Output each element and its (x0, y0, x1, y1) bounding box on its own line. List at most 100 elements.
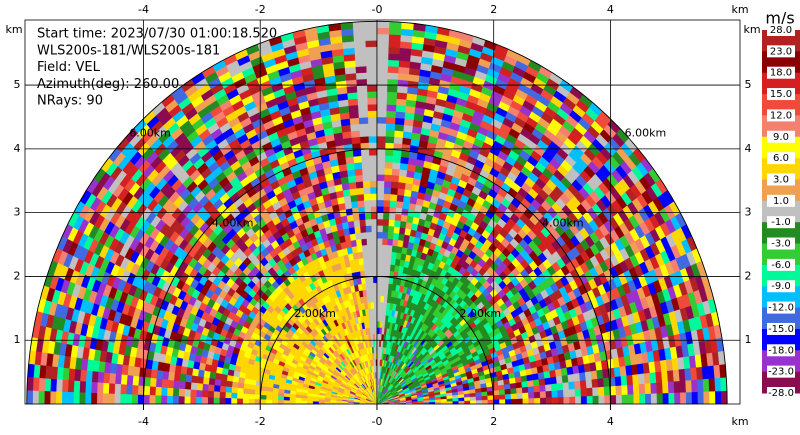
radar-cell (545, 397, 553, 405)
radar-cell (644, 382, 652, 395)
radar-cell (376, 65, 389, 73)
radar-cell (363, 199, 371, 207)
radar-cell (399, 220, 407, 229)
radar-cell (376, 320, 380, 328)
radar-cell (387, 65, 399, 74)
radar-cell (390, 181, 399, 189)
radar-cell (397, 239, 404, 248)
radar-cell (539, 384, 547, 392)
radar-cell (397, 79, 409, 88)
radar-cell (383, 295, 388, 303)
radar-cell (579, 371, 587, 381)
radar-cell (367, 129, 378, 137)
radar-cell (643, 372, 651, 384)
radar-cell (498, 389, 506, 395)
radar-cell (371, 250, 378, 258)
radar-cell (388, 27, 402, 36)
radar-cell (568, 388, 576, 397)
radar-cell (674, 392, 681, 405)
radar-cell (383, 187, 392, 195)
radar-cell (369, 174, 378, 182)
radar-cell (387, 72, 399, 80)
radar-cell (376, 237, 383, 245)
radar-cell (370, 212, 378, 220)
radar-cell (592, 386, 599, 397)
radar-cell (385, 257, 392, 265)
radar-cell (369, 289, 374, 297)
radar-cell (714, 377, 722, 392)
radar-cell (376, 27, 390, 35)
radar-cell (475, 395, 483, 401)
radar-cell (567, 373, 575, 383)
radar-cell (393, 219, 401, 228)
radar-cell (369, 193, 378, 201)
radar-cell (493, 394, 500, 400)
radar-cell (387, 225, 395, 233)
radar-cell (395, 207, 403, 215)
radar-cell (348, 111, 359, 119)
radar-cell (522, 397, 529, 405)
radar-cell (382, 225, 389, 233)
radar-cell (381, 257, 387, 265)
radar-cell (387, 59, 400, 68)
radar-cell (691, 391, 699, 405)
radar-cell (390, 174, 400, 183)
radar-cell (493, 399, 500, 405)
radar-cell (376, 174, 385, 182)
radar-cell (580, 387, 588, 397)
radar-cell (394, 213, 402, 222)
radar-cell (354, 59, 367, 68)
radar-cell (396, 194, 405, 203)
radar-cell (370, 206, 378, 214)
radar-cell (391, 161, 401, 170)
radar-cell (391, 168, 400, 176)
radar-cell (360, 155, 370, 163)
radar-cell (579, 379, 587, 389)
radar-cell (366, 244, 373, 252)
radar-cell (360, 231, 367, 240)
radar-cell (352, 155, 362, 164)
radar-cell (376, 97, 387, 105)
radar-cell (366, 250, 373, 258)
radar-cell (621, 394, 629, 405)
radar-cell (369, 167, 378, 175)
radar-cell (386, 85, 398, 93)
radar-cell (355, 238, 362, 247)
radar-cell (353, 219, 361, 228)
radar-cell (353, 34, 366, 42)
radar-cell (376, 116, 387, 124)
radar-cell (366, 238, 373, 246)
radar-cell (386, 91, 398, 99)
radar-cell (551, 396, 559, 405)
radar-cell (400, 214, 408, 223)
radar-cell (370, 199, 378, 207)
radar-cell (372, 257, 378, 265)
radar-cell (464, 400, 471, 405)
radar-cell (702, 378, 710, 392)
radar-cell (376, 257, 382, 265)
radar-cell (365, 231, 372, 239)
radar-cell (358, 212, 366, 221)
radar-cell (376, 308, 381, 316)
radar-cell (346, 91, 358, 100)
radar-cell (376, 327, 380, 335)
radar-cell (396, 85, 408, 94)
radar-cell (590, 370, 598, 380)
radar-cell (626, 374, 634, 386)
radar-cell (528, 397, 535, 405)
radar-cell (386, 238, 394, 246)
radar-cell (368, 161, 378, 169)
radar-cell (362, 174, 371, 182)
radar-cell (383, 180, 392, 188)
radar-cell (505, 398, 512, 405)
radar-cell (395, 104, 406, 113)
radar-cell (344, 72, 357, 81)
radar-cell (627, 384, 634, 395)
radar-cell (350, 130, 361, 138)
radar-cell (376, 103, 387, 112)
radar-cell (561, 374, 569, 383)
radar-cell (376, 46, 389, 54)
radar-cell (376, 282, 382, 290)
radar-cell (632, 383, 640, 395)
radar-cell (487, 394, 494, 401)
